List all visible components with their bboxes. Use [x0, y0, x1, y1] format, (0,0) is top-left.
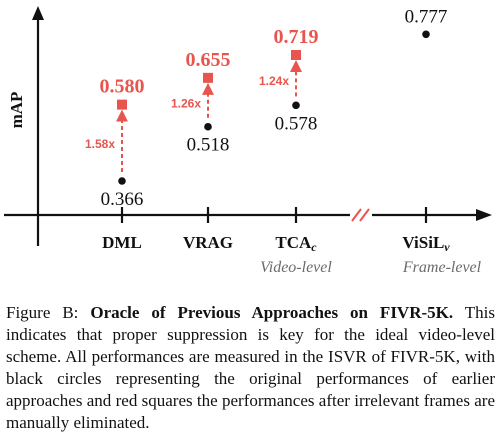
x-axis-arrowhead [476, 209, 492, 221]
gain-label-dml: 1.58x [85, 137, 115, 151]
oracle-marker-vrag [203, 72, 213, 83]
original-marker-vrag [204, 122, 212, 131]
oracle-value-tca: 0.719 [274, 26, 319, 48]
caption-body: This indicates that proper suppression i… [6, 303, 495, 432]
x-tick-label-tca: TCAc [275, 233, 317, 254]
y-axis-label: mAP [7, 92, 26, 129]
caption-prefix: Figure B: [6, 303, 91, 322]
group-label-video-level: Video-level [260, 259, 332, 276]
original-marker-visil [422, 30, 430, 39]
original-value-vrag: 0.518 [187, 135, 230, 156]
x-tick-label-dml: DML [102, 233, 142, 252]
oracle-value-dml: 0.580 [100, 76, 145, 98]
group-label-frame-level: Frame-level [402, 259, 482, 276]
original-marker-dml [118, 177, 126, 185]
x-tick-label-vrag: VRAG [183, 233, 233, 252]
x-tick-label-visil: ViSiLv [402, 233, 450, 254]
original-marker-tca [292, 101, 300, 110]
gain-label-vrag: 1.26x [171, 96, 201, 110]
y-axis-arrowhead [32, 6, 44, 20]
caption-title: Oracle of Previous Approaches on FIVR-5K… [90, 303, 454, 322]
oracle-value-vrag: 0.655 [186, 49, 231, 71]
original-value-tca: 0.578 [275, 113, 318, 134]
original-value-visil: 0.777 [405, 6, 448, 27]
original-value-dml: 0.366 [101, 189, 144, 210]
oracle-marker-tca [291, 50, 301, 60]
figure-caption: Figure B: Oracle of Previous Approaches … [6, 302, 495, 434]
oracle-marker-dml [117, 99, 127, 110]
oracle-chart: mAP DML 0.580 1.58x 0.366 VRAG 0.655 1.26x 0.51… [4, 6, 492, 276]
gain-label-tca: 1.24x [259, 74, 289, 88]
axis-break [350, 208, 372, 222]
